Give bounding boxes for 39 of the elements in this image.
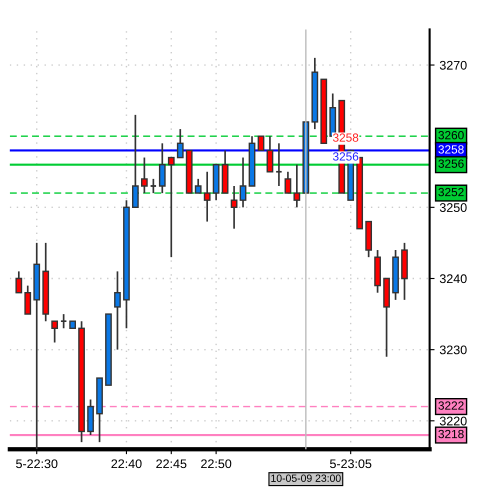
candlestick bbox=[114, 270, 121, 350]
candlestick bbox=[293, 164, 300, 208]
candlestick bbox=[176, 128, 184, 158]
ref-line-label: 10-05-09 23:00 bbox=[271, 474, 341, 482]
candlestick bbox=[51, 320, 58, 344]
candlestick bbox=[266, 135, 274, 173]
candlestick bbox=[204, 170, 211, 222]
y-tick-label: 3220 bbox=[440, 416, 467, 426]
x-tick-label: 22:45 bbox=[156, 459, 186, 468]
y-tick-label: 3240 bbox=[440, 274, 467, 284]
ref-line-label: 3260 bbox=[438, 131, 464, 140]
candlestick bbox=[275, 142, 282, 187]
annotation: 3258 bbox=[332, 133, 358, 142]
ref-line-label: 3256 bbox=[438, 159, 464, 168]
candlestick bbox=[230, 185, 238, 230]
x-tick-label: 5-22:30 bbox=[16, 459, 58, 468]
candlestick bbox=[258, 135, 264, 152]
ref-line-label: 3222 bbox=[438, 401, 464, 410]
x-tick-label: 22:40 bbox=[111, 459, 142, 468]
candlestick bbox=[60, 313, 68, 330]
ref-line-label: 3218 bbox=[438, 430, 464, 438]
y-tick-label: 3270 bbox=[440, 60, 467, 70]
candlestick bbox=[194, 178, 202, 194]
candlestick bbox=[240, 156, 246, 208]
y-tick-label: 3250 bbox=[440, 203, 467, 212]
candlestick bbox=[141, 156, 148, 194]
candlestick bbox=[284, 170, 292, 194]
candlestick bbox=[158, 142, 166, 194]
ref-line-label: 3258 bbox=[438, 145, 464, 154]
candlestick bbox=[24, 284, 32, 315]
x-tick-label: 5-23:05 bbox=[330, 459, 372, 468]
candlestick bbox=[150, 178, 157, 194]
candlestick bbox=[168, 156, 175, 258]
y-tick-label: 3230 bbox=[440, 345, 467, 354]
x-tick-label: 22:50 bbox=[201, 459, 232, 468]
ref-line-label: 3252 bbox=[438, 188, 464, 196]
annotation: 3256 bbox=[332, 152, 358, 161]
candlestick bbox=[132, 114, 139, 208]
candlestick bbox=[15, 270, 22, 294]
